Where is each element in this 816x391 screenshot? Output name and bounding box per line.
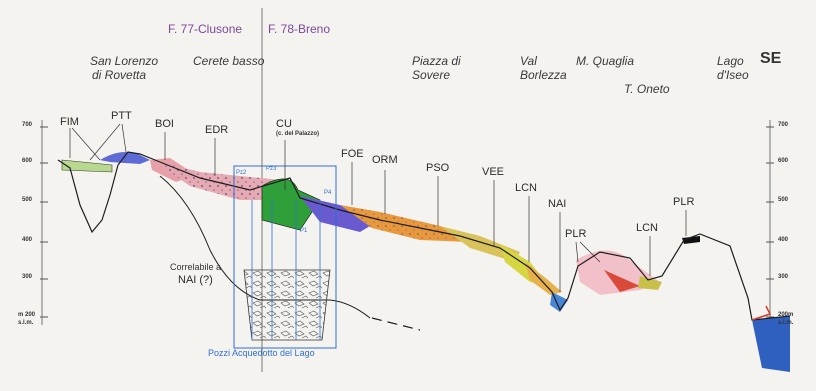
- well-label-pz3: Pz3: [266, 166, 277, 172]
- axis-left-300: 300: [22, 274, 33, 280]
- formation-bands: [61, 152, 790, 372]
- axis-left-200: m 200: [18, 312, 36, 318]
- axis-left-slm: s.l.m.: [18, 320, 34, 326]
- leader-lines: [69, 123, 687, 292]
- ptt-band: [100, 152, 150, 164]
- place-cerete: Cerete basso: [193, 54, 265, 68]
- lake-fault: [751, 305, 772, 321]
- axis-right-500: 500: [778, 197, 789, 203]
- sheet-left-label: F. 77-Clusone: [168, 22, 243, 36]
- lcn2-band: [638, 276, 662, 290]
- unit-vee: VEE: [482, 166, 505, 178]
- place-borlezza: Val: [520, 54, 537, 68]
- axis-right-slm: s.l.m.: [778, 320, 794, 326]
- lake-fill: [752, 316, 790, 372]
- topographic-profile: [57, 151, 791, 321]
- breccia-body: [243, 269, 331, 341]
- place-oneto: T. Oneto: [624, 82, 670, 96]
- well-caption: Pozzi Acquedotto del Lago: [208, 348, 315, 358]
- axis-right-600: 600: [778, 158, 789, 164]
- place-san-lorenzo-2: di Rovetta: [92, 68, 147, 82]
- axis-right-200: 200m: [778, 312, 794, 318]
- axis-right-400: 400: [778, 237, 789, 243]
- place-iseo: Lago: [717, 54, 744, 68]
- fim-band: [61, 159, 113, 173]
- nai-label: NAI (?): [178, 274, 213, 286]
- right-axis: [766, 120, 774, 325]
- unit-ptt: PTT: [111, 110, 132, 122]
- axis-left-400: 400: [22, 237, 33, 243]
- axis-left-700: 700: [22, 122, 33, 128]
- place-sovere: Piazza di: [412, 54, 461, 68]
- unit-foe: FOE: [341, 148, 364, 160]
- well-label-p4: P4: [324, 190, 332, 196]
- cu-note: (c. del Palazzo): [276, 131, 320, 137]
- place-quaglia: M. Quaglia: [576, 54, 635, 68]
- unit-lcn: LCN: [515, 182, 538, 194]
- well-label-pz2: Pz2: [236, 170, 247, 176]
- unit-boi: BOI: [155, 118, 174, 130]
- dashed-extension: [371, 317, 421, 331]
- unit-lcn-2: LCN: [636, 222, 659, 234]
- unit-plr: PLR: [565, 228, 587, 240]
- unit-orm: ORM: [372, 154, 398, 166]
- subsurface-boundary: [159, 175, 371, 319]
- plr-red: [604, 270, 640, 292]
- axis-right-700: 700: [778, 122, 789, 128]
- axis-left-600: 600: [22, 158, 33, 164]
- sheet-right-label: F. 78-Breno: [268, 22, 331, 36]
- unit-cu: CU: [276, 118, 292, 130]
- unit-fim: FIM: [60, 116, 79, 128]
- unit-pso: PSO: [426, 162, 450, 174]
- pso-band: [440, 226, 520, 262]
- lcn-band: [525, 262, 562, 295]
- axis-left-500: 500: [22, 197, 33, 203]
- place-san-lorenzo: San Lorenzo: [90, 54, 159, 68]
- unit-plr-2: PLR: [673, 196, 695, 208]
- place-iseo-2: d'Iseo: [717, 68, 749, 82]
- left-axis: [40, 120, 48, 325]
- orm-dots: [340, 205, 470, 242]
- well-label-p1: P1: [300, 228, 308, 234]
- nai-note: Correlabile a: [170, 262, 222, 272]
- axis-right-300: 300: [778, 274, 789, 280]
- plr2-band: [682, 236, 700, 244]
- place-sovere-2: Sovere: [412, 68, 451, 82]
- unit-nai: NAI: [548, 198, 567, 210]
- direction-label: SE: [760, 50, 782, 67]
- place-borlezza-2: Borlezza: [520, 68, 567, 82]
- unit-edr: EDR: [205, 124, 229, 136]
